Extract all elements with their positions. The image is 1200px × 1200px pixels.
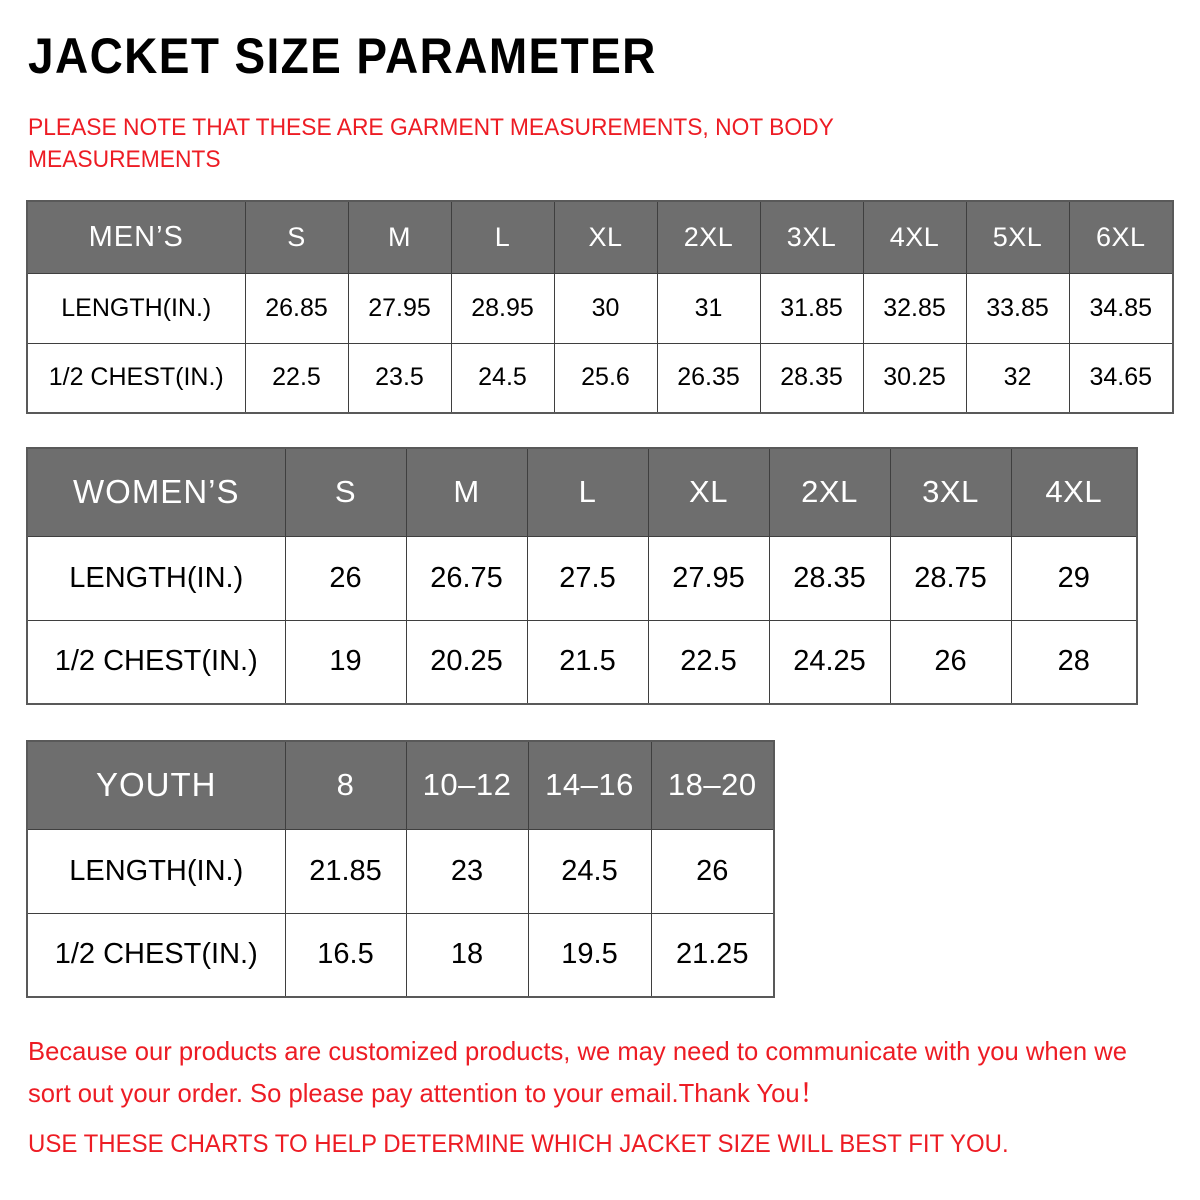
womens-size-header: L (526, 447, 649, 537)
table-cell: 26.85 (244, 272, 349, 344)
table-cell: 24.25 (768, 619, 891, 705)
table-row: 1/2 CHEST(IN.) 22.5 23.5 24.5 25.6 26.35… (26, 342, 1174, 414)
table-cell: 28.35 (768, 535, 891, 621)
page-title: JACKET SIZE PARAMETER (28, 28, 657, 84)
womens-size-header: XL (647, 447, 770, 537)
womens-size-header: M (405, 447, 528, 537)
table-cell: 28 (1010, 619, 1138, 705)
row-label-length: LENGTH(IN.) (26, 828, 286, 914)
table-cell: 24.5 (527, 828, 652, 914)
table-cell: 18 (405, 912, 529, 998)
page-subtitle-note: PLEASE NOTE THAT THESE ARE GARMENT MEASU… (28, 114, 834, 173)
row-label-length: LENGTH(IN.) (26, 272, 246, 344)
table-cell: 26 (284, 535, 407, 621)
youth-size-header: 8 (284, 740, 407, 830)
table-cell: 26.75 (405, 535, 528, 621)
table-cell: 26 (650, 828, 775, 914)
womens-category-label: WOMEN’S (26, 447, 286, 537)
table-cell: 28.95 (450, 272, 555, 344)
womens-size-header: 2XL (768, 447, 891, 537)
mens-size-header: 6XL (1068, 200, 1174, 274)
table-cell: 19.5 (527, 912, 652, 998)
table-cell: 26.35 (656, 342, 761, 414)
table-cell: 16.5 (284, 912, 407, 998)
row-label-half-chest: 1/2 CHEST(IN.) (26, 342, 246, 414)
row-label-half-chest: 1/2 CHEST(IN.) (26, 912, 286, 998)
table-cell: 23.5 (347, 342, 452, 414)
table-cell: 31 (656, 272, 761, 344)
table-cell: 27.95 (347, 272, 452, 344)
table-row: LENGTH(IN.) 21.85 23 24.5 26 (26, 828, 775, 914)
table-cell: 34.85 (1068, 272, 1174, 344)
table-cell: 28.75 (889, 535, 1012, 621)
table-cell: 29 (1010, 535, 1138, 621)
mens-size-header: XL (553, 200, 658, 274)
footer-usage-note: USE THESE CHARTS TO HELP DETERMINE WHICH… (28, 1130, 1009, 1158)
table-cell: 21.85 (284, 828, 407, 914)
table-cell: 30.25 (862, 342, 967, 414)
mens-size-header: 3XL (759, 200, 864, 274)
table-header-row: YOUTH 8 10–12 14–16 18–20 (26, 740, 775, 830)
table-cell: 28.35 (759, 342, 864, 414)
table-cell: 32 (965, 342, 1070, 414)
table-cell: 23 (405, 828, 529, 914)
row-label-half-chest: 1/2 CHEST(IN.) (26, 619, 286, 705)
mens-size-table: MEN’S S M L XL 2XL 3XL 4XL 5XL 6XL LENGT… (26, 200, 1174, 414)
table-cell: 30 (553, 272, 658, 344)
table-header-row: WOMEN’S S M L XL 2XL 3XL 4XL (26, 447, 1138, 537)
mens-size-header: 2XL (656, 200, 761, 274)
mens-size-header: 5XL (965, 200, 1070, 274)
table-row: LENGTH(IN.) 26 26.75 27.5 27.95 28.35 28… (26, 535, 1138, 621)
mens-size-header: S (244, 200, 349, 274)
mens-category-label: MEN’S (26, 200, 246, 274)
table-cell: 31.85 (759, 272, 864, 344)
mens-size-header: L (450, 200, 555, 274)
youth-category-label: YOUTH (26, 740, 286, 830)
womens-size-header: 3XL (889, 447, 1012, 537)
mens-size-header: 4XL (862, 200, 967, 274)
youth-size-table: YOUTH 8 10–12 14–16 18–20 LENGTH(IN.) 21… (26, 740, 775, 998)
table-header-row: MEN’S S M L XL 2XL 3XL 4XL 5XL 6XL (26, 200, 1174, 274)
footer-customization-note: Because our products are customized prod… (28, 1036, 1127, 1108)
table-cell: 32.85 (862, 272, 967, 344)
womens-size-table: WOMEN’S S M L XL 2XL 3XL 4XL LENGTH(IN.)… (26, 447, 1138, 705)
table-cell: 24.5 (450, 342, 555, 414)
table-cell: 21.25 (650, 912, 775, 998)
youth-size-header: 10–12 (405, 740, 529, 830)
table-cell: 22.5 (244, 342, 349, 414)
table-row: LENGTH(IN.) 26.85 27.95 28.95 30 31 31.8… (26, 272, 1174, 344)
table-cell: 25.6 (553, 342, 658, 414)
youth-size-header: 14–16 (527, 740, 652, 830)
table-cell: 19 (284, 619, 407, 705)
table-row: 1/2 CHEST(IN.) 16.5 18 19.5 21.25 (26, 912, 775, 998)
table-cell: 27.5 (526, 535, 649, 621)
womens-size-header: S (284, 447, 407, 537)
table-row: 1/2 CHEST(IN.) 19 20.25 21.5 22.5 24.25 … (26, 619, 1138, 705)
womens-size-header: 4XL (1010, 447, 1138, 537)
table-cell: 33.85 (965, 272, 1070, 344)
table-cell: 22.5 (647, 619, 770, 705)
row-label-length: LENGTH(IN.) (26, 535, 286, 621)
table-cell: 34.65 (1068, 342, 1174, 414)
mens-size-header: M (347, 200, 452, 274)
table-cell: 27.95 (647, 535, 770, 621)
table-cell: 20.25 (405, 619, 528, 705)
table-cell: 26 (889, 619, 1012, 705)
youth-size-header: 18–20 (650, 740, 775, 830)
table-cell: 21.5 (526, 619, 649, 705)
